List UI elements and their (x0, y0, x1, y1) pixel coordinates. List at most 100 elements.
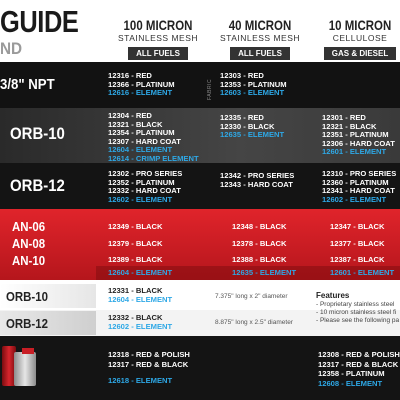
part-number: 12377 - BLACK (330, 239, 385, 248)
fuel-badge: GAS & DIESEL (323, 47, 397, 60)
row-band-bottom (0, 336, 400, 400)
dimension-text: 7.375" long x 2" diameter (215, 293, 288, 300)
part-number: 12331 - BLACK (108, 286, 163, 295)
row-band-npt (0, 62, 400, 108)
row-label-compact-orb12: ORB-12 (6, 316, 48, 331)
element-number: 12602 - ELEMENT (108, 321, 173, 331)
row-label-an08: AN-08 (12, 236, 46, 251)
features-block: Features - Proprietary stainless steel -… (316, 292, 399, 325)
part-number: 12332 - HARD COAT (108, 186, 181, 196)
filter-product-image (2, 346, 16, 386)
part-number: 12307 - HARD COAT (108, 136, 181, 146)
row-label-orb12: ORB-12 (10, 176, 65, 195)
part-number: 12354 - PLATINUM (108, 128, 175, 138)
part-number: 12343 - HARD COAT (220, 179, 293, 189)
part-number: 12366 - PLATINUM (108, 79, 175, 89)
part-cell: 12303 - RED 12353 - PLATINUM 12603 - ELE… (220, 71, 287, 98)
part-number: 12301 - RED (322, 113, 366, 122)
part-number: 12332 - BLACK (108, 313, 163, 322)
filter-product-image (14, 352, 36, 386)
column-micron: 40 MICRON (228, 17, 292, 33)
part-cell: 12332 - BLACK 12602 - ELEMENT (108, 313, 173, 331)
part-number: 12318 - RED & POLISH (108, 350, 190, 359)
part-cell: 12301 - RED 12321 - BLACK 12351 - PLATIN… (322, 113, 395, 157)
part-number: 12330 - BLACK (220, 121, 275, 131)
column-header-40-micron: 40 MICRON STAINLESS MESH ALL FUELS (210, 18, 310, 61)
element-number: 12604 - ELEMENT (108, 294, 173, 304)
column-micron: 10 MICRON (328, 17, 392, 33)
row-label-an06: AN-06 (12, 219, 46, 234)
filter-product-image (22, 348, 34, 354)
element-number: 12604 - ELEMENT (108, 145, 173, 155)
part-cell: 12304 - RED 12321 - BLACK 12354 - PLATIN… (108, 111, 199, 164)
dimension-text: 8.875" long x 2.5" diameter (215, 319, 293, 326)
element-number: 12635 - ELEMENT (232, 268, 297, 277)
part-cell: 12316 - RED 12366 - PLATINUM 12616 - ELE… (108, 71, 175, 98)
part-number: 12352 - PLATINUM (108, 177, 175, 187)
part-number: 12388 - BLACK (232, 255, 287, 264)
part-cell: 12310 - PRO SERIES 12360 - PLATINUM 1234… (322, 169, 396, 204)
row-label-compact-orb10: ORB-10 (6, 289, 48, 304)
label-plate (0, 284, 96, 308)
column-header-10-micron: 10 MICRON CELLULOSE GAS & DIESEL (312, 18, 400, 61)
part-number: 12317 - RED & BLACK (108, 359, 189, 369)
part-cell: 12302 - PRO SERIES 12352 - PLATINUM 1233… (108, 169, 183, 204)
label-plate (0, 311, 96, 335)
part-number: 12360 - PLATINUM (322, 177, 389, 187)
part-cell: 12318 - RED & POLISH 12317 - RED & BLACK… (108, 350, 190, 386)
guide-title: GUIDE (0, 4, 79, 39)
column-material: CELLULOSE (332, 33, 388, 43)
row-band-an (0, 209, 400, 280)
column-material: STAINLESS MESH (117, 33, 199, 43)
element-number: 12608 - ELEMENT (318, 378, 383, 388)
part-number: 12341 - HARD COAT (322, 186, 395, 196)
part-number: 12389 - BLACK (108, 255, 163, 264)
element-strip (96, 266, 400, 280)
part-number: 12379 - BLACK (108, 239, 163, 248)
part-number: 12302 - PRO SERIES (108, 169, 183, 178)
part-number: 12304 - RED (108, 111, 152, 120)
part-number: 12308 - RED & POLISH (318, 350, 400, 359)
row-band-orb10 (0, 108, 400, 163)
element-number: 12635 - ELEMENT (220, 130, 285, 140)
element-number: 12602 - ELEMENT (322, 194, 387, 204)
part-number: 12321 - BLACK (108, 119, 163, 129)
part-number: 12358 - PLATINUM (318, 369, 385, 378)
part-number: 12303 - RED (220, 71, 264, 80)
fuel-badge: ALL FUELS (128, 47, 188, 60)
guide-subtitle: ND (0, 39, 23, 58)
element-number: 12618 - ELEMENT (108, 376, 173, 385)
part-number: 12387 - BLACK (330, 255, 385, 264)
column-micron: 100 MICRON (123, 17, 193, 33)
part-number: 12317 - RED & BLACK (318, 359, 399, 369)
element-number: 12616 - ELEMENT (108, 88, 173, 98)
element-number: 12601 - ELEMENT (322, 147, 387, 157)
element-number: 12603 - ELEMENT (220, 88, 285, 98)
part-number: 12351 - PLATINUM (322, 130, 389, 140)
row-band-orb12 (0, 163, 400, 209)
part-number: 12347 - BLACK (330, 222, 385, 231)
part-number: 12316 - RED (108, 71, 152, 80)
column-material: STAINLESS MESH (219, 33, 301, 43)
element-number: 12602 - ELEMENT (108, 194, 173, 204)
row-label-npt: 3/8" NPT (0, 76, 55, 93)
part-number: 12353 - PLATINUM (220, 79, 287, 89)
part-number: 12348 - BLACK (232, 222, 287, 231)
column-header-100-micron: 100 MICRON STAINLESS MESH ALL FUELS (108, 18, 208, 61)
row-label-orb10: ORB-10 (10, 124, 65, 143)
features-heading: Features (316, 291, 350, 300)
part-cell: 12331 - BLACK 12604 - ELEMENT (108, 286, 173, 304)
row-label-an10: AN-10 (12, 253, 46, 268)
part-number: 12349 - BLACK (108, 222, 163, 231)
element-number: 12614 - CRIMP ELEMENT (108, 153, 199, 163)
vertical-label: FABRIC (207, 78, 213, 100)
part-number: 12321 - BLACK (322, 121, 377, 131)
part-number: 12306 - HARD COAT (322, 138, 395, 148)
fuel-badge: ALL FUELS (230, 47, 290, 60)
part-number: 12342 - PRO SERIES (220, 171, 295, 180)
feature-item: - Proprietary stainless steel (316, 301, 395, 308)
part-cell: 12335 - RED 12330 - BLACK 12635 - ELEMEN… (220, 113, 285, 140)
part-cell: 12342 - PRO SERIES 12343 - HARD COAT (220, 171, 295, 189)
part-number: 12335 - RED (220, 113, 264, 122)
